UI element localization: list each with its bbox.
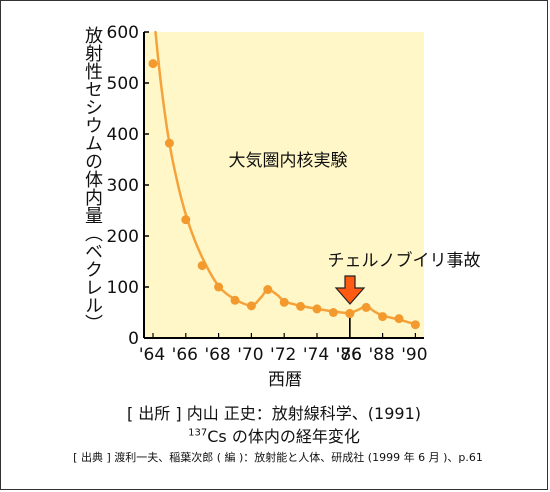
- x-axis-label: 西暦: [268, 370, 302, 390]
- data-point: [296, 301, 306, 311]
- data-point: [214, 282, 224, 292]
- data-point: [148, 59, 158, 69]
- data-point: [263, 285, 273, 295]
- isotope-mass-number: 137: [188, 427, 208, 439]
- x-tick-label: '86: [336, 345, 362, 365]
- data-point: [345, 309, 355, 319]
- data-point: [312, 304, 322, 314]
- data-point: [410, 320, 420, 330]
- x-tick-label: '68: [204, 345, 230, 365]
- y-tick-label: 200: [107, 227, 139, 247]
- data-point: [394, 314, 404, 324]
- chernobyl-arrow: [334, 275, 366, 305]
- reference-caption: [ 出典 ] 渡利一夫、稲葉次郎 ( 編 )：放射能と人体、研成社 (1999 …: [73, 451, 483, 464]
- x-tick-label: '90: [401, 345, 427, 365]
- source-caption: [ 出所 ] 内山 正史：放射線科学、(1991): [126, 404, 422, 423]
- x-tick-label: '64: [139, 345, 165, 365]
- x-tick-label: '88: [368, 345, 394, 365]
- data-point: [197, 261, 207, 271]
- data-point: [164, 138, 174, 148]
- data-point: [181, 215, 191, 225]
- plot-background: [144, 32, 424, 338]
- y-tick-label: 400: [107, 125, 139, 145]
- chart-title-caption: 137Cs の体内の経年変化: [0, 423, 548, 447]
- annotation-chernobyl: チェルノブイリ事故: [328, 250, 481, 271]
- data-point: [279, 297, 289, 307]
- x-tick-label: '66: [172, 345, 198, 365]
- y-tick-label: 300: [107, 176, 139, 196]
- y-tick-label: 0: [128, 329, 139, 349]
- annotation-nuclear-tests: 大気圏内核実験: [229, 151, 348, 171]
- title-text: Cs の体内の経年変化: [207, 427, 360, 446]
- data-point: [361, 302, 371, 312]
- x-tick-label: '74: [303, 345, 329, 365]
- y-axis-label: 放射性セシウムの体内量（ベクレル）: [82, 26, 103, 332]
- x-tick-label: '76: [336, 345, 362, 365]
- y-tick-label: 100: [107, 278, 139, 298]
- chart: 0 100 200 300 400 500 600 '64 '66 '68 '70 '72 '74 '76…: [107, 23, 481, 390]
- data-point: [246, 301, 256, 311]
- data-point: [230, 295, 240, 305]
- x-tick-label: '72: [270, 345, 296, 365]
- y-tick-label: 600: [107, 23, 139, 43]
- data-point: [378, 312, 388, 322]
- y-tick-label: 500: [107, 74, 139, 94]
- data-point: [328, 308, 338, 317]
- x-tick-label: '70: [237, 345, 263, 365]
